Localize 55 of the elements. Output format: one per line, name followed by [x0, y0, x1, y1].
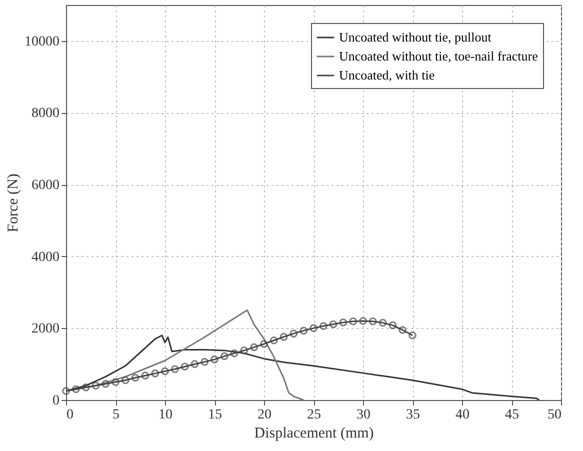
x-tick-label: 5: [112, 408, 120, 422]
point: [121, 376, 130, 384]
point: [329, 320, 338, 328]
point: [151, 370, 160, 378]
point: [161, 367, 169, 376]
point: [72, 385, 80, 394]
y-tick-label: 4000: [32, 250, 60, 265]
x-tick-label: 15: [208, 408, 222, 422]
y-tick-label: 6000: [32, 178, 60, 194]
legend-label: Uncoated without tie, pullout: [339, 30, 492, 44]
x-tick-label: 40: [456, 408, 470, 422]
point: [280, 332, 288, 341]
y-tick-label: 2000: [32, 322, 60, 337]
point: [200, 358, 209, 366]
y-axis-title: Force (N): [6, 174, 22, 232]
point: [378, 318, 387, 327]
point: [180, 362, 189, 371]
point: [170, 365, 179, 374]
point: [141, 372, 150, 380]
y-tick-label: 10000: [24, 34, 60, 50]
x-tick-label: 45: [505, 408, 519, 422]
x-tick-label: 20: [258, 408, 272, 422]
x-tick-label: 25: [307, 408, 321, 422]
point: [131, 374, 140, 382]
point: [220, 352, 228, 360]
point: [290, 330, 298, 338]
x-tick-label: 30: [356, 408, 370, 422]
y-tick-label: 8000: [32, 106, 60, 122]
point: [190, 360, 199, 368]
point: [300, 326, 308, 335]
point: [339, 318, 348, 326]
point: [368, 317, 377, 326]
point: [260, 340, 268, 348]
point: [240, 346, 248, 354]
x-axis-title: Displacement (mm): [254, 426, 374, 442]
point: [398, 326, 407, 334]
point: [250, 343, 258, 352]
point: [359, 317, 367, 325]
point: [102, 380, 110, 388]
y-tick-label: 0: [52, 394, 60, 408]
point: [388, 321, 397, 330]
point: [210, 356, 218, 364]
point: [82, 384, 90, 392]
x-tick-label: 10: [158, 408, 172, 422]
point: [270, 336, 278, 344]
legend-label: Uncoated without tie, toe-nail fracture: [339, 48, 538, 64]
x-tick-label: 0: [66, 408, 74, 422]
point: [230, 349, 238, 358]
point: [349, 317, 358, 326]
point: [310, 324, 318, 332]
x-tick-label: 50: [548, 408, 562, 422]
legend-label: Uncoated, with tie: [339, 68, 435, 82]
point: [319, 322, 328, 330]
x-tick-label: 35: [406, 408, 420, 422]
point: [112, 378, 120, 386]
